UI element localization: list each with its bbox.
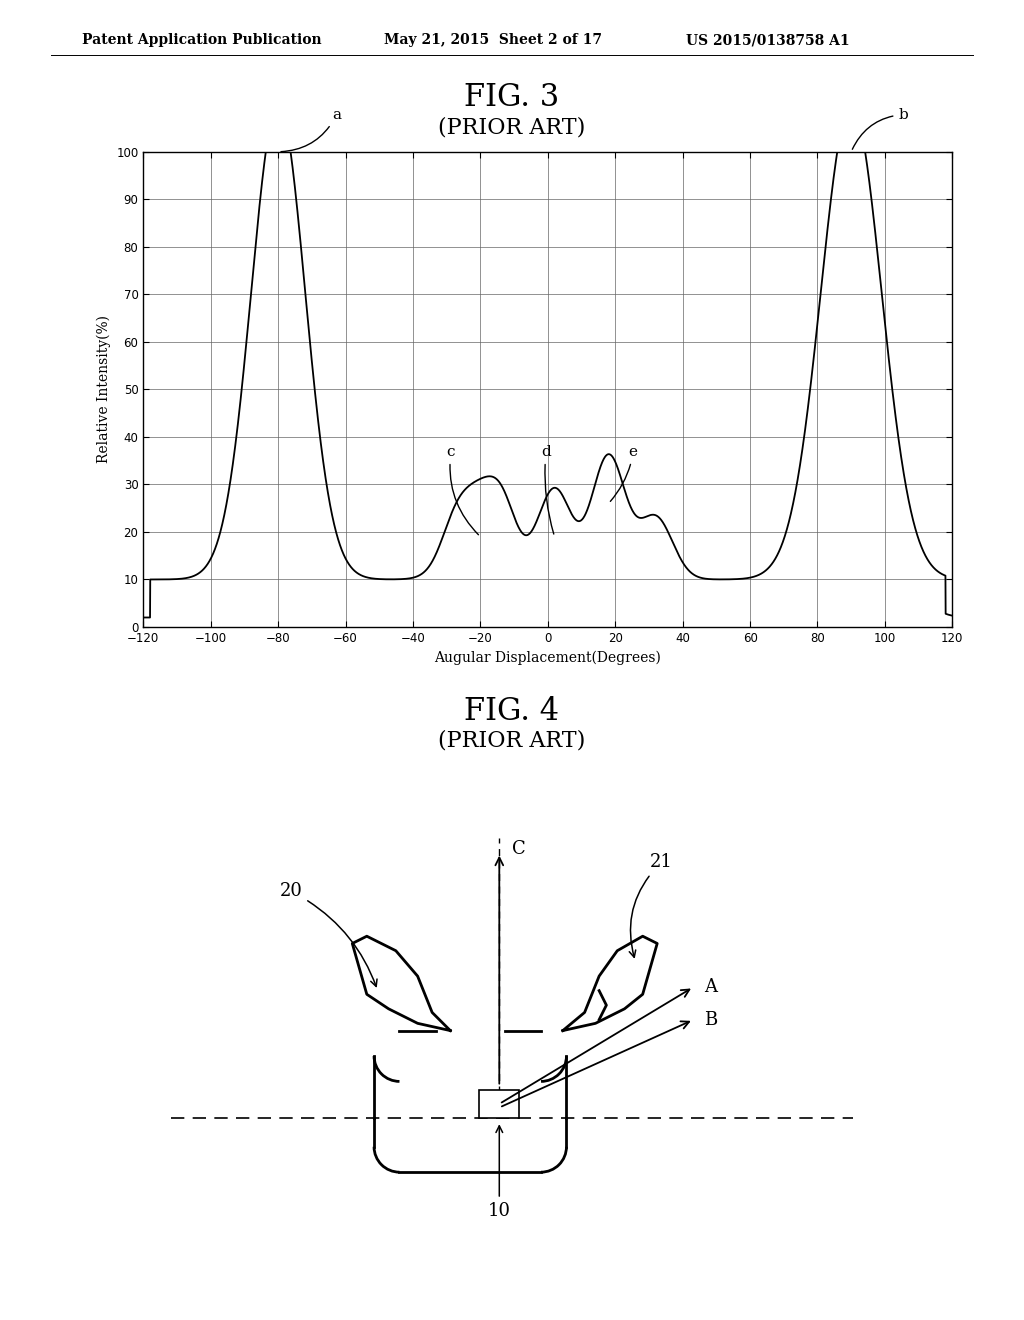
Text: d: d	[541, 445, 554, 535]
Text: FIG. 4: FIG. 4	[465, 696, 559, 726]
Text: a: a	[281, 107, 341, 152]
Text: c: c	[446, 445, 478, 535]
Text: US 2015/0138758 A1: US 2015/0138758 A1	[686, 33, 850, 48]
Text: e: e	[610, 445, 638, 502]
Text: (PRIOR ART): (PRIOR ART)	[438, 116, 586, 139]
Text: FIG. 3: FIG. 3	[464, 82, 560, 112]
Text: 10: 10	[487, 1126, 511, 1220]
Text: May 21, 2015  Sheet 2 of 17: May 21, 2015 Sheet 2 of 17	[384, 33, 602, 48]
Y-axis label: Relative Intensity(%): Relative Intensity(%)	[96, 315, 111, 463]
Text: 20: 20	[280, 882, 377, 986]
Text: A: A	[705, 978, 718, 997]
Bar	[479, 1090, 519, 1118]
Text: (PRIOR ART): (PRIOR ART)	[438, 730, 586, 752]
Text: C: C	[512, 840, 526, 858]
Text: b: b	[852, 107, 908, 149]
Text: 21: 21	[630, 853, 673, 957]
Text: Patent Application Publication: Patent Application Publication	[82, 33, 322, 48]
Text: B: B	[705, 1011, 718, 1028]
X-axis label: Augular Displacement(Degrees): Augular Displacement(Degrees)	[434, 651, 662, 665]
